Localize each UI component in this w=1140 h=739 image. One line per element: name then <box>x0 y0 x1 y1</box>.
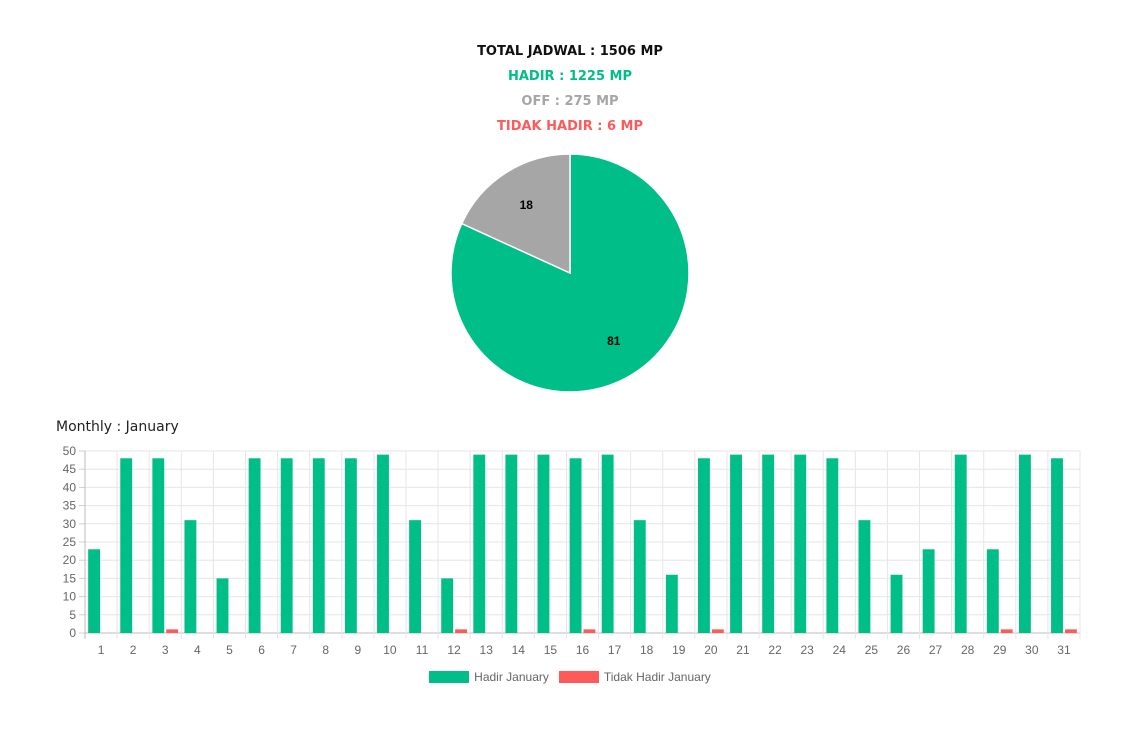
bar-hadir[interactable] <box>633 520 646 633</box>
x-tick-label: 13 <box>480 643 494 657</box>
bar-hadir[interactable] <box>88 549 101 633</box>
chart-legend: Hadir January Tidak Hadir January <box>0 670 1140 684</box>
bar-hadir[interactable] <box>120 458 133 633</box>
y-tick-label: 25 <box>63 535 77 549</box>
legend-item-hadir[interactable]: Hadir January <box>429 670 549 684</box>
x-tick-label: 1 <box>98 643 105 657</box>
bar-hadir[interactable] <box>698 458 710 633</box>
attendance-pie-chart: 81 18 <box>450 153 690 393</box>
bar-hadir[interactable] <box>1051 458 1063 633</box>
x-tick-label: 29 <box>993 643 1007 657</box>
bar-tidak-hadir[interactable] <box>711 629 724 633</box>
y-tick-label: 0 <box>69 626 76 640</box>
y-tick-label: 20 <box>63 553 77 567</box>
bar-hadir[interactable] <box>954 454 967 633</box>
x-tick-label: 24 <box>833 643 847 657</box>
bar-hadir[interactable] <box>922 549 935 633</box>
legend-swatch-tidak-hadir <box>558 671 599 683</box>
bar-hadir[interactable] <box>826 458 839 633</box>
legend-label-hadir: Hadir January <box>474 670 549 684</box>
x-tick-label: 11 <box>416 643 429 657</box>
x-tick-label: 15 <box>544 643 558 657</box>
x-tick-label: 18 <box>640 643 654 657</box>
bar-tidak-hadir[interactable] <box>583 629 596 633</box>
x-tick-label: 17 <box>608 643 622 657</box>
x-tick-label: 5 <box>226 643 233 657</box>
bar-hadir[interactable] <box>1018 454 1031 633</box>
bar-hadir[interactable] <box>280 458 293 633</box>
absent-count-label: TIDAK HADIR : 6 MP <box>496 119 644 134</box>
x-tick-label: 14 <box>512 643 526 657</box>
legend-label-tidak-hadir: Tidak Hadir January <box>603 670 711 684</box>
pie-slice-label: 18 <box>520 198 534 212</box>
y-tick-label: 10 <box>63 590 77 604</box>
bar-hadir[interactable] <box>184 520 197 633</box>
monthly-chart-title: Monthly : January <box>56 419 179 435</box>
bar-hadir[interactable] <box>216 578 229 633</box>
bar-hadir[interactable] <box>537 454 550 633</box>
bar-hadir[interactable] <box>505 454 518 633</box>
bar-hadir[interactable] <box>441 578 454 633</box>
legend-swatch-hadir <box>429 671 470 683</box>
x-tick-label: 28 <box>961 643 975 657</box>
x-tick-label: 27 <box>929 643 943 657</box>
x-tick-label: 22 <box>768 643 782 657</box>
x-tick-label: 3 <box>162 643 169 657</box>
bar-hadir[interactable] <box>665 574 678 633</box>
x-tick-label: 6 <box>258 643 265 657</box>
y-tick-label: 45 <box>63 462 77 476</box>
bar-hadir[interactable] <box>762 454 775 633</box>
y-tick-label: 35 <box>63 499 77 513</box>
bar-hadir[interactable] <box>794 454 807 633</box>
x-tick-label: 31 <box>1057 643 1071 657</box>
y-tick-label: 40 <box>63 480 77 494</box>
bar-hadir[interactable] <box>601 454 614 633</box>
bar-hadir[interactable] <box>312 458 325 633</box>
pie-slice-label: 81 <box>607 334 621 348</box>
x-tick-label: 12 <box>447 643 461 657</box>
x-tick-label: 10 <box>383 643 397 657</box>
bar-hadir[interactable] <box>152 458 165 633</box>
x-tick-label: 26 <box>897 643 911 657</box>
x-tick-label: 16 <box>576 643 590 657</box>
bar-hadir[interactable] <box>986 549 999 633</box>
bar-tidak-hadir[interactable] <box>1000 629 1013 633</box>
bar-hadir[interactable] <box>730 454 742 633</box>
legend-item-tidak-hadir[interactable]: Tidak Hadir January <box>558 670 711 684</box>
bar-hadir[interactable] <box>858 520 871 633</box>
x-tick-label: 30 <box>1025 643 1039 657</box>
total-schedule-label: TOTAL JADWAL : 1506 MP <box>477 44 663 59</box>
x-tick-label: 7 <box>290 643 297 657</box>
bar-hadir[interactable] <box>569 458 582 633</box>
x-tick-label: 23 <box>800 643 814 657</box>
bar-hadir[interactable] <box>890 574 903 633</box>
bar-tidak-hadir[interactable] <box>455 629 467 633</box>
bar-tidak-hadir[interactable] <box>166 629 179 633</box>
y-tick-label: 15 <box>63 571 77 585</box>
pie-slice[interactable] <box>460 153 571 275</box>
x-tick-label: 25 <box>865 643 879 657</box>
x-tick-label: 20 <box>704 643 718 657</box>
bar-hadir[interactable] <box>409 520 422 633</box>
bar-tidak-hadir[interactable] <box>1064 629 1077 633</box>
x-tick-label: 9 <box>354 643 361 657</box>
y-tick-label: 50 <box>63 444 77 458</box>
off-count-label: OFF : 275 MP <box>521 94 619 109</box>
bar-hadir[interactable] <box>377 454 389 633</box>
y-tick-label: 5 <box>69 608 76 622</box>
x-tick-label: 4 <box>194 643 201 657</box>
x-tick-label: 21 <box>736 643 750 657</box>
bar-hadir[interactable] <box>473 454 486 633</box>
present-count-label: HADIR : 1225 MP <box>507 69 632 84</box>
bar-hadir[interactable] <box>344 458 357 633</box>
bar-hadir[interactable] <box>248 458 261 633</box>
x-tick-label: 2 <box>130 643 137 657</box>
x-tick-label: 8 <box>322 643 329 657</box>
y-tick-label: 30 <box>63 517 77 531</box>
x-tick-label: 19 <box>672 643 686 657</box>
